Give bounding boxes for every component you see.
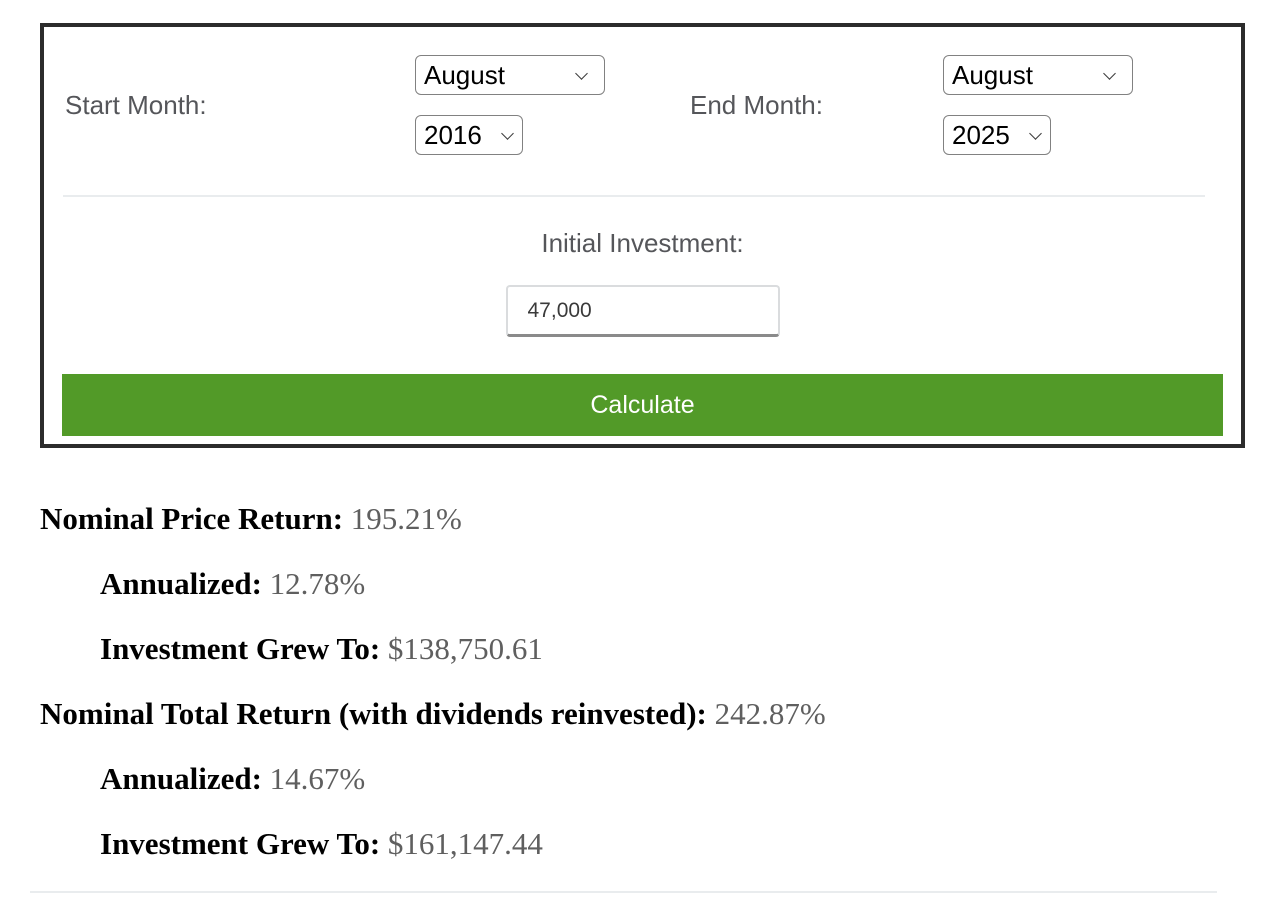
start-month-selects: August 2016 — [415, 55, 605, 155]
form-divider — [63, 195, 1205, 197]
result-value: $161,147.44 — [387, 826, 543, 861]
start-month-label: Start Month: — [65, 90, 207, 120]
result-label: Annualized: — [100, 761, 262, 796]
result-nominal-price-return: Nominal Price Return: 195.21% — [40, 486, 1240, 551]
calculator-form: Start Month: August 2016 End Month: Augu… — [40, 23, 1245, 448]
result-label: Nominal Total Return (with dividends rei… — [40, 696, 707, 731]
result-label: Nominal Price Return: — [40, 501, 344, 536]
result-value: 12.78% — [269, 566, 366, 601]
result-grew-to-total: Investment Grew To: $161,147.44 — [40, 811, 1240, 876]
initial-investment-label: Initial Investment: — [541, 228, 744, 258]
start-month-select-wrap: August — [415, 55, 605, 95]
bottom-divider — [30, 891, 1217, 893]
end-month-select-wrap: August — [943, 55, 1133, 95]
end-year-select-wrap: 2025 — [943, 115, 1051, 155]
result-nominal-total-return: Nominal Total Return (with dividends rei… — [40, 681, 1240, 746]
initial-investment-input[interactable] — [505, 285, 780, 337]
end-month-select[interactable]: August — [943, 55, 1133, 95]
start-year-select-wrap: 2016 — [415, 115, 523, 155]
result-annualized-total: Annualized: 14.67% — [40, 746, 1240, 811]
results-section: Nominal Price Return: 195.21% Annualized… — [40, 486, 1240, 876]
end-month-selects: August 2025 — [943, 55, 1133, 155]
start-month-select[interactable]: August — [415, 55, 605, 95]
month-selection-row: Start Month: August 2016 End Month: Augu… — [44, 27, 1241, 195]
result-label: Annualized: — [100, 566, 262, 601]
end-year-select[interactable]: 2025 — [943, 115, 1051, 155]
result-value: 195.21% — [350, 501, 462, 536]
result-label: Investment Grew To: — [100, 826, 381, 861]
result-value: 14.67% — [269, 761, 366, 796]
result-grew-to-price: Investment Grew To: $138,750.61 — [40, 616, 1240, 681]
end-month-label: End Month: — [690, 90, 823, 120]
result-value: $138,750.61 — [387, 631, 543, 666]
result-value: 242.87% — [714, 696, 826, 731]
result-label: Investment Grew To: — [100, 631, 381, 666]
start-year-select[interactable]: 2016 — [415, 115, 523, 155]
calculate-button[interactable]: Calculate — [62, 374, 1223, 436]
result-annualized-price: Annualized: 12.78% — [40, 551, 1240, 616]
